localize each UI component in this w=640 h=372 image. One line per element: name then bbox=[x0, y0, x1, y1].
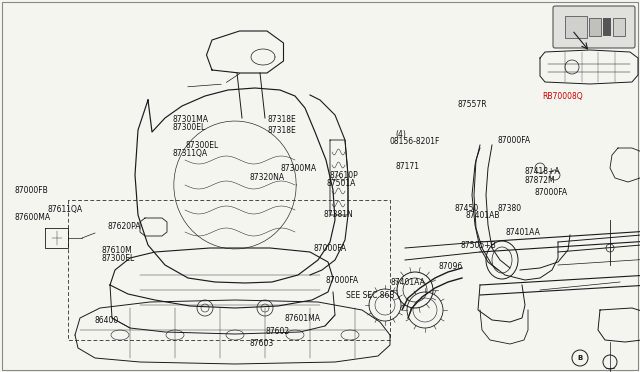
Text: 87401AA: 87401AA bbox=[390, 278, 425, 287]
Text: 08156-8201F: 08156-8201F bbox=[389, 137, 440, 146]
Text: 87401AB: 87401AB bbox=[466, 211, 500, 220]
Text: 87300EL: 87300EL bbox=[173, 123, 206, 132]
Bar bbox=[613, 18, 625, 36]
FancyBboxPatch shape bbox=[553, 6, 635, 48]
Text: 87620PA: 87620PA bbox=[108, 222, 141, 231]
Bar bbox=[589, 18, 601, 36]
Text: SEE SEC.86B: SEE SEC.86B bbox=[346, 291, 394, 300]
Text: 87505+B: 87505+B bbox=[461, 241, 497, 250]
Text: 87000FA: 87000FA bbox=[534, 188, 568, 197]
Text: 87000FA: 87000FA bbox=[325, 276, 358, 285]
Text: 87301MA: 87301MA bbox=[173, 115, 209, 124]
Text: 87000FA: 87000FA bbox=[314, 244, 347, 253]
Text: 87380: 87380 bbox=[498, 204, 522, 213]
Text: 87602: 87602 bbox=[266, 327, 290, 336]
Text: 86400: 86400 bbox=[94, 316, 118, 325]
Text: 87300MA: 87300MA bbox=[280, 164, 316, 173]
Text: 87450: 87450 bbox=[454, 204, 479, 213]
Text: 87611QA: 87611QA bbox=[48, 205, 83, 214]
Text: 87300EL: 87300EL bbox=[186, 141, 219, 150]
Text: 87171: 87171 bbox=[396, 162, 420, 171]
Text: 87600MA: 87600MA bbox=[14, 213, 50, 222]
Text: B: B bbox=[577, 355, 582, 361]
Text: 87601MA: 87601MA bbox=[285, 314, 321, 323]
Text: 87557R: 87557R bbox=[458, 100, 487, 109]
Text: 87000FA: 87000FA bbox=[498, 136, 531, 145]
Text: 87872M: 87872M bbox=[525, 176, 556, 185]
Text: 87320NA: 87320NA bbox=[250, 173, 285, 182]
Text: 87603: 87603 bbox=[250, 339, 274, 347]
Text: 87610P: 87610P bbox=[330, 171, 358, 180]
Text: 87300EL: 87300EL bbox=[101, 254, 134, 263]
Text: 87610M: 87610M bbox=[101, 246, 132, 254]
Text: 87318E: 87318E bbox=[268, 115, 296, 124]
Bar bbox=[603, 18, 611, 36]
Text: 87000FB: 87000FB bbox=[14, 186, 48, 195]
Text: 87381N: 87381N bbox=[323, 210, 353, 219]
Bar bbox=[565, 16, 587, 38]
Text: 87096: 87096 bbox=[438, 262, 463, 271]
Text: 87501A: 87501A bbox=[326, 179, 356, 188]
Text: 87311QA: 87311QA bbox=[173, 149, 208, 158]
Text: RB70008Q: RB70008Q bbox=[543, 92, 583, 101]
Text: 87401AA: 87401AA bbox=[506, 228, 540, 237]
Text: 87418+A: 87418+A bbox=[525, 167, 561, 176]
Text: 87318E: 87318E bbox=[268, 126, 296, 135]
Text: (4): (4) bbox=[396, 130, 406, 139]
